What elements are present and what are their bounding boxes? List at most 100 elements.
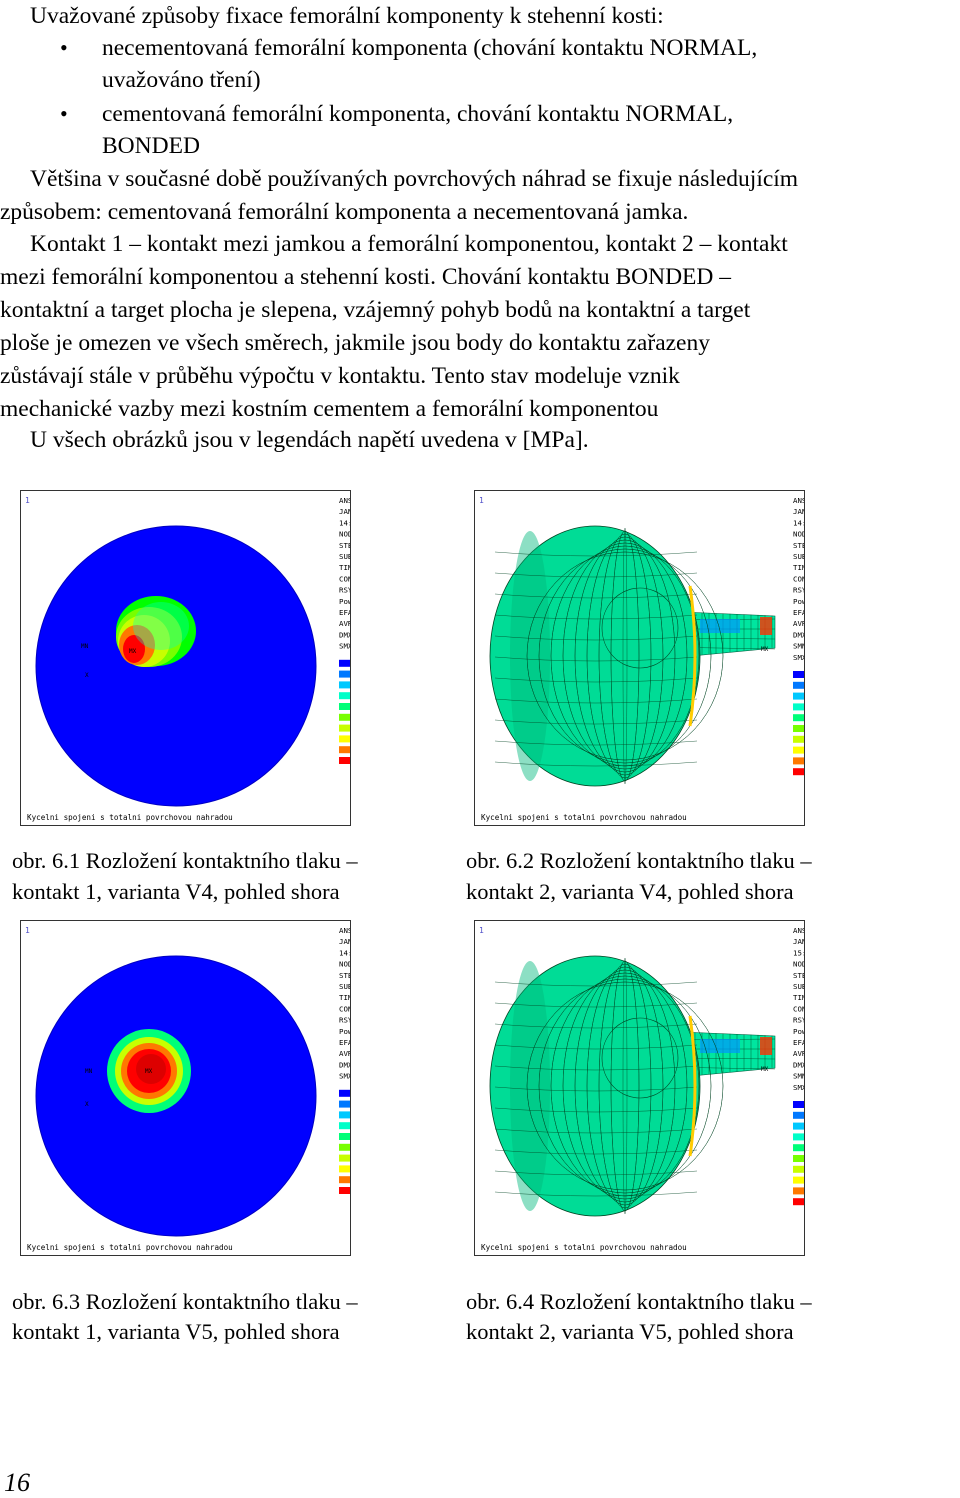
window-number: 1	[25, 496, 30, 505]
legend-swatch	[793, 681, 804, 689]
ansys-info-line: CONTPRES (AVG)	[793, 574, 804, 583]
bullet-1-line-b: uvažováno tření)	[102, 67, 261, 93]
bullet-2-line-a: cementovaná femorální komponenta, chován…	[102, 101, 734, 127]
head-meridian	[586, 536, 664, 776]
mn-label: MN	[81, 643, 89, 650]
legend-swatch	[339, 1111, 350, 1119]
ansys-info-line: CONTPRES (AVG)	[793, 1004, 804, 1013]
head-meridian	[574, 539, 676, 773]
head-latitude	[494, 572, 698, 578]
legend-swatch	[793, 1155, 804, 1162]
axis-label: X	[85, 672, 89, 679]
head-latitude	[494, 1107, 698, 1113]
head-latitude	[494, 1002, 698, 1008]
para1-line-a: Většina v současné době používaných povr…	[30, 166, 799, 192]
ansys-info-line: SMN =-4.279	[793, 1072, 804, 1081]
axis-label: X	[85, 1101, 89, 1108]
ansys-info-line: RSYS=0	[339, 1016, 350, 1025]
head-latitude	[494, 1086, 698, 1092]
head-latitude	[494, 761, 698, 767]
ansys-info-line: SUB =9	[793, 552, 804, 561]
legend-swatch	[339, 1143, 350, 1151]
legend-swatch	[793, 735, 804, 743]
head-meridian	[538, 548, 712, 764]
ansys-info-line: CONTPRES (AVG)	[339, 574, 350, 583]
ansys-plot: 1 ANSYS 7.11C1 JAN 14 2004 14:24:11 NODAL SO…	[25, 496, 350, 822]
para3-line: U všech obrázků jsou v legendách napětí …	[30, 427, 589, 453]
ansys-info-line: JAN 14 2004	[339, 937, 350, 946]
stem-blue-zone	[700, 1039, 740, 1053]
head-latitude	[494, 1044, 698, 1050]
legend-swatch	[339, 1100, 350, 1108]
ansys-info-line: 15:05:51	[793, 948, 804, 957]
legend-swatch	[339, 692, 350, 700]
ansys-info-line: 14:53:42	[339, 948, 350, 957]
ansys-info-line: TIME=1	[793, 563, 804, 572]
legend-swatch	[339, 670, 350, 678]
figure-6-4: 1 ANSYS 7.11C1 JAN 14 2004 15:05:51 NODAL SO…	[474, 920, 805, 1256]
head-shade	[510, 961, 550, 1211]
head-latitude	[494, 1170, 698, 1176]
legend-swatch	[339, 1154, 350, 1162]
ansys-info-line: SMX =25.691	[339, 642, 350, 651]
head-meridian	[574, 969, 676, 1203]
legend-swatch	[339, 735, 350, 743]
ansys-info-line: JAN 14 2004	[793, 937, 804, 946]
legend-swatch	[339, 1187, 350, 1194]
intro-line: Uvažované způsoby fixace femorální kompo…	[30, 3, 664, 29]
bullet-2-line-b: BONDED	[102, 133, 200, 159]
mx-label: MX	[761, 646, 769, 653]
page-number: 16	[4, 1468, 30, 1497]
mn-label: MN	[85, 1068, 93, 1075]
legend-swatch	[793, 725, 804, 732]
legend-swatch	[339, 659, 350, 667]
head-meridian	[610, 530, 640, 782]
legend-swatch	[339, 1165, 350, 1173]
head-meridian	[550, 975, 700, 1197]
head-latitude	[494, 1128, 698, 1134]
legend-swatch	[793, 671, 804, 678]
ansys-info-line: SUB =9	[339, 982, 350, 991]
ansys-info-line: TIME=1	[339, 563, 350, 572]
stem-red-zone	[760, 617, 772, 635]
ansys-info-line: JAN 14 2004	[339, 507, 350, 516]
caption-6-2-line-1: obr. 6.2 Rozložení kontaktního tlaku –	[466, 848, 812, 873]
ansys-plot: 1 ANSYS 7.11C1 JAN 14 2004 15:05:51 NODAL SO…	[479, 926, 804, 1252]
head-shade	[510, 531, 550, 781]
legend-swatch	[793, 692, 804, 700]
ansys-info-line: EFACET=2	[793, 1038, 804, 1047]
legend-swatch	[793, 1165, 804, 1173]
para2-line-e: zůstávají stále v průběhu výpočtu v kont…	[0, 363, 680, 389]
ansys-info-line: DMX =.917245	[793, 1060, 804, 1069]
legend-swatch	[793, 714, 804, 722]
bullet-1: •	[60, 35, 68, 60]
ansys-info-line: ANSYS 7.11C1	[793, 496, 804, 505]
ansys-info-line: RSYS=0	[793, 586, 804, 595]
contour-band-cyan	[133, 602, 189, 650]
ansys-info-line: STEP=1	[339, 541, 350, 550]
ansys-info-line: ANSYS 7.11C1	[339, 496, 350, 505]
window-number: 1	[479, 926, 484, 935]
ansys-info-line: AVRES=Mat	[793, 1049, 804, 1058]
neck-ring	[601, 587, 679, 669]
head-meridian	[598, 533, 652, 779]
mx-label: MX	[761, 1066, 769, 1073]
head-meridian	[586, 966, 664, 1206]
plot-footer: Kycelni spojeni s totalni povrchovou nah…	[27, 1243, 233, 1252]
ansys-info-line: TIME=1	[793, 993, 804, 1002]
figure-6-3: 1 ANSYS 7.11C1 JAN 14 2004 14:53:42 NODAL SO…	[20, 920, 351, 1256]
head-meridian	[562, 972, 688, 1200]
para2-line-b: mezi femorální komponentou a stehenní ko…	[0, 264, 731, 290]
ansys-info-line: PowerGraphics	[793, 597, 804, 606]
ansys-info-line: NODAL SOLUTION	[793, 960, 804, 969]
head-latitude	[494, 1149, 698, 1155]
legend-swatch	[793, 1176, 804, 1184]
caption-6-3-line-1: obr. 6.3 Rozložení kontaktního tlaku –	[12, 1289, 358, 1314]
caption-6-4-line-1: obr. 6.4 Rozložení kontaktního tlaku –	[466, 1289, 812, 1314]
ansys-info-line: NODAL SOLUTION	[339, 960, 350, 969]
head-latitude	[494, 719, 698, 725]
ansys-info-line: AVRES=Mat	[339, 1049, 350, 1058]
femoral-head	[489, 955, 701, 1217]
legend-swatch	[793, 1101, 804, 1108]
ansys-info-line: AVRES=Mat	[339, 619, 350, 628]
